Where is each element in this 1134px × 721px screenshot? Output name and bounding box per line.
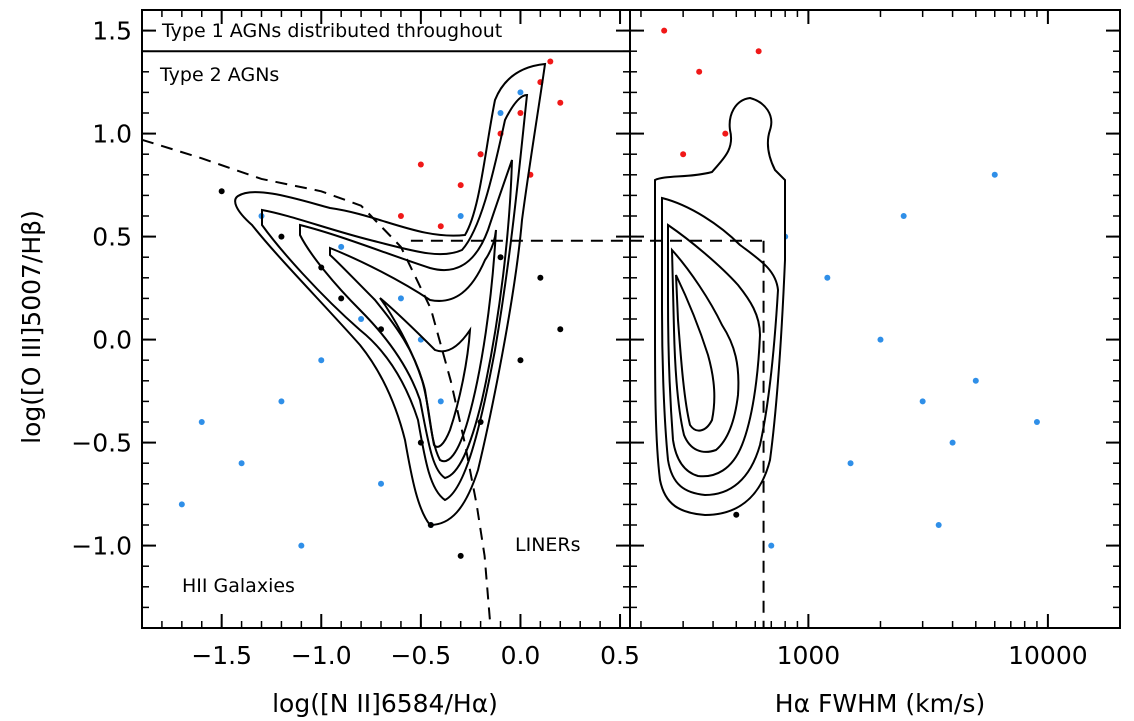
right-contour-2: [660, 196, 780, 497]
dividing-lines: [141, 50, 765, 629]
scatter-point: [358, 316, 365, 322]
scatter-point: [733, 511, 740, 518]
y-axis-title: log([O III]5007/Hβ): [17, 210, 46, 444]
scatter-point: [397, 295, 404, 302]
scatter-point: [457, 552, 464, 559]
scatter-point: [517, 110, 524, 116]
liners-annotation: LINERs: [515, 534, 581, 556]
scatter-point: [722, 130, 729, 137]
scatter-point: [178, 501, 185, 508]
contour-outer: [234, 62, 547, 527]
scatter-point: [238, 460, 245, 467]
scatter-point: [1033, 419, 1040, 425]
scatter-point: [278, 398, 285, 405]
hii-annotation: HII Galaxies: [182, 575, 295, 597]
type2-annotation: Type 2 AGNs: [159, 64, 279, 86]
axes: 1.5 1.0 0.5 0.0 −0.5 −1.0 −1.5 −1.0 −0.5 0.0 0.5 10…: [71, 9, 1121, 670]
y-tick-label: 0.5: [92, 223, 132, 252]
scatter-point: [437, 398, 444, 405]
scatter-point: [218, 188, 225, 195]
scatter-point: [949, 439, 956, 446]
scatter-point: [477, 151, 484, 158]
scatter-point: [557, 326, 564, 333]
scatter-point: [537, 274, 544, 281]
y-tick-label: −1.0: [71, 532, 132, 561]
scatter-point: [755, 48, 762, 55]
scatter-point: [437, 223, 444, 230]
contour-mid2: [299, 159, 513, 480]
scatter-point: [517, 357, 524, 364]
scatter-point: [497, 254, 504, 261]
scatter-point: [497, 110, 504, 116]
scatter-point: [457, 213, 464, 219]
scatter-point: [517, 89, 524, 96]
right-density-contours: [653, 96, 786, 517]
x-tick-label: −1.5: [191, 641, 252, 670]
y-tick-label: 1.0: [92, 120, 132, 149]
right-contour-4: [670, 247, 740, 453]
scatter-point: [824, 274, 831, 281]
scatter-point: [547, 58, 554, 65]
left-scatter-points: [178, 58, 564, 559]
right-x-axis-title: Hα FWHM (km/s): [775, 689, 985, 718]
scatter-point: [278, 233, 285, 240]
scatter-point: [768, 542, 775, 549]
x-tick-label: −1.0: [291, 641, 352, 670]
y-tick-label: 1.5: [92, 17, 132, 46]
kauffmann-dashed-curve: [141, 138, 492, 629]
left-x-axis-title: log([N II]6584/Hα): [272, 689, 498, 718]
contour-inner1: [329, 229, 497, 463]
scatter-point: [557, 99, 564, 106]
left-density-contours: [234, 62, 547, 527]
scatter-point: [298, 542, 305, 549]
scatter-point: [680, 151, 687, 158]
scatter-point: [378, 480, 385, 487]
right-contour-3: [667, 223, 762, 478]
type1-annotation: Type 1 AGNs distributed throughout: [161, 20, 502, 42]
scatter-point: [847, 460, 854, 467]
right-contour-outer: [653, 96, 786, 517]
scatter-point: [972, 377, 979, 384]
y-tick-label: −0.5: [71, 429, 132, 458]
scatter-point: [397, 213, 404, 219]
scatter-point: [338, 295, 345, 302]
scatter-point: [417, 161, 424, 168]
scatter-point: [877, 336, 884, 343]
scatter-point: [661, 27, 668, 34]
x-tick-label: 10000: [1008, 641, 1088, 670]
x-tick-label: 0.5: [600, 641, 640, 670]
scatter-point: [935, 522, 942, 528]
x-tick-label: 0.0: [501, 641, 541, 670]
x-tick-label: −0.5: [390, 641, 451, 670]
scatter-point: [696, 68, 703, 75]
right-contour-5: [675, 274, 716, 432]
contour-inner2: [379, 297, 472, 448]
scatter-point: [338, 243, 345, 250]
scatter-point: [919, 398, 926, 405]
scatter-point: [457, 182, 464, 189]
scatter-point: [318, 357, 325, 364]
scatter-point: [198, 419, 205, 425]
scatter-point: [991, 171, 998, 178]
x-tick-label: 1000: [777, 641, 841, 670]
y-tick-label: 0.0: [92, 326, 132, 355]
scatter-point: [900, 213, 907, 219]
contour-mid1: [261, 93, 529, 502]
